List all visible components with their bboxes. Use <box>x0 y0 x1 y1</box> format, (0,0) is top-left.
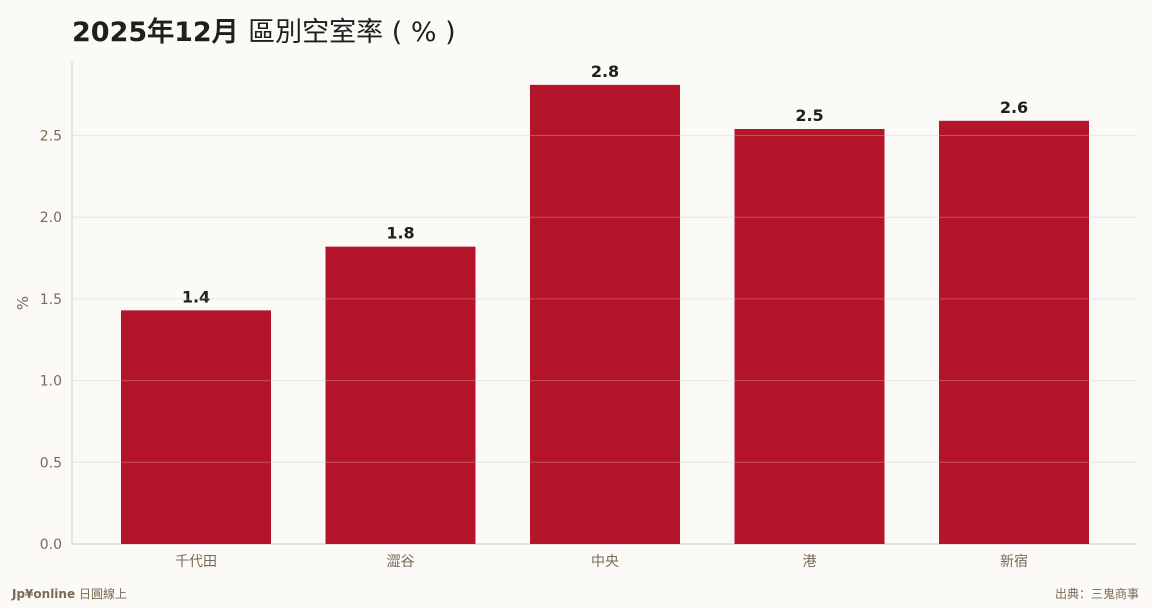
chart-title: 2025年12月 區別空室率 ( % ) <box>72 10 456 49</box>
y-tick-label: 2.5 <box>40 129 62 145</box>
x-tick-label: 港 <box>803 554 817 570</box>
y-tick-label: 1.0 <box>40 374 62 390</box>
bar <box>530 84 680 544</box>
chart-title-sub: 區別空室率 ( % ) <box>248 17 456 48</box>
brand-name: Jp¥online <box>12 587 76 601</box>
x-tick-label: 中央 <box>591 554 619 570</box>
bar-value-label: 2.5 <box>795 106 823 125</box>
y-axis-label: % <box>14 296 32 310</box>
x-tick-label: 新宿 <box>1000 553 1028 570</box>
brand-footer: Jp¥online 日圓線上 <box>12 585 127 602</box>
x-tick-label: 澀谷 <box>387 554 415 570</box>
bar <box>734 128 885 544</box>
y-tick-label: 0.5 <box>40 455 62 471</box>
bar-value-label: 2.8 <box>591 62 619 81</box>
bar <box>325 246 476 545</box>
y-tick-label: 1.5 <box>40 292 62 308</box>
bar-value-label: 1.8 <box>386 224 414 243</box>
bar <box>121 310 271 544</box>
y-tick-label: 0.0 <box>40 537 62 553</box>
x-tick-label: 千代田 <box>175 554 217 570</box>
bar-value-label: 2.6 <box>1000 98 1028 117</box>
chart-title-main: 2025年12月 <box>72 17 239 48</box>
brand-subtitle: 日圓線上 <box>78 587 127 601</box>
y-tick-label: 2.0 <box>40 210 62 226</box>
source-footer: 出典：三鬼商事 <box>1054 587 1139 601</box>
bar-value-label: 1.4 <box>182 287 210 306</box>
bar <box>939 120 1089 544</box>
